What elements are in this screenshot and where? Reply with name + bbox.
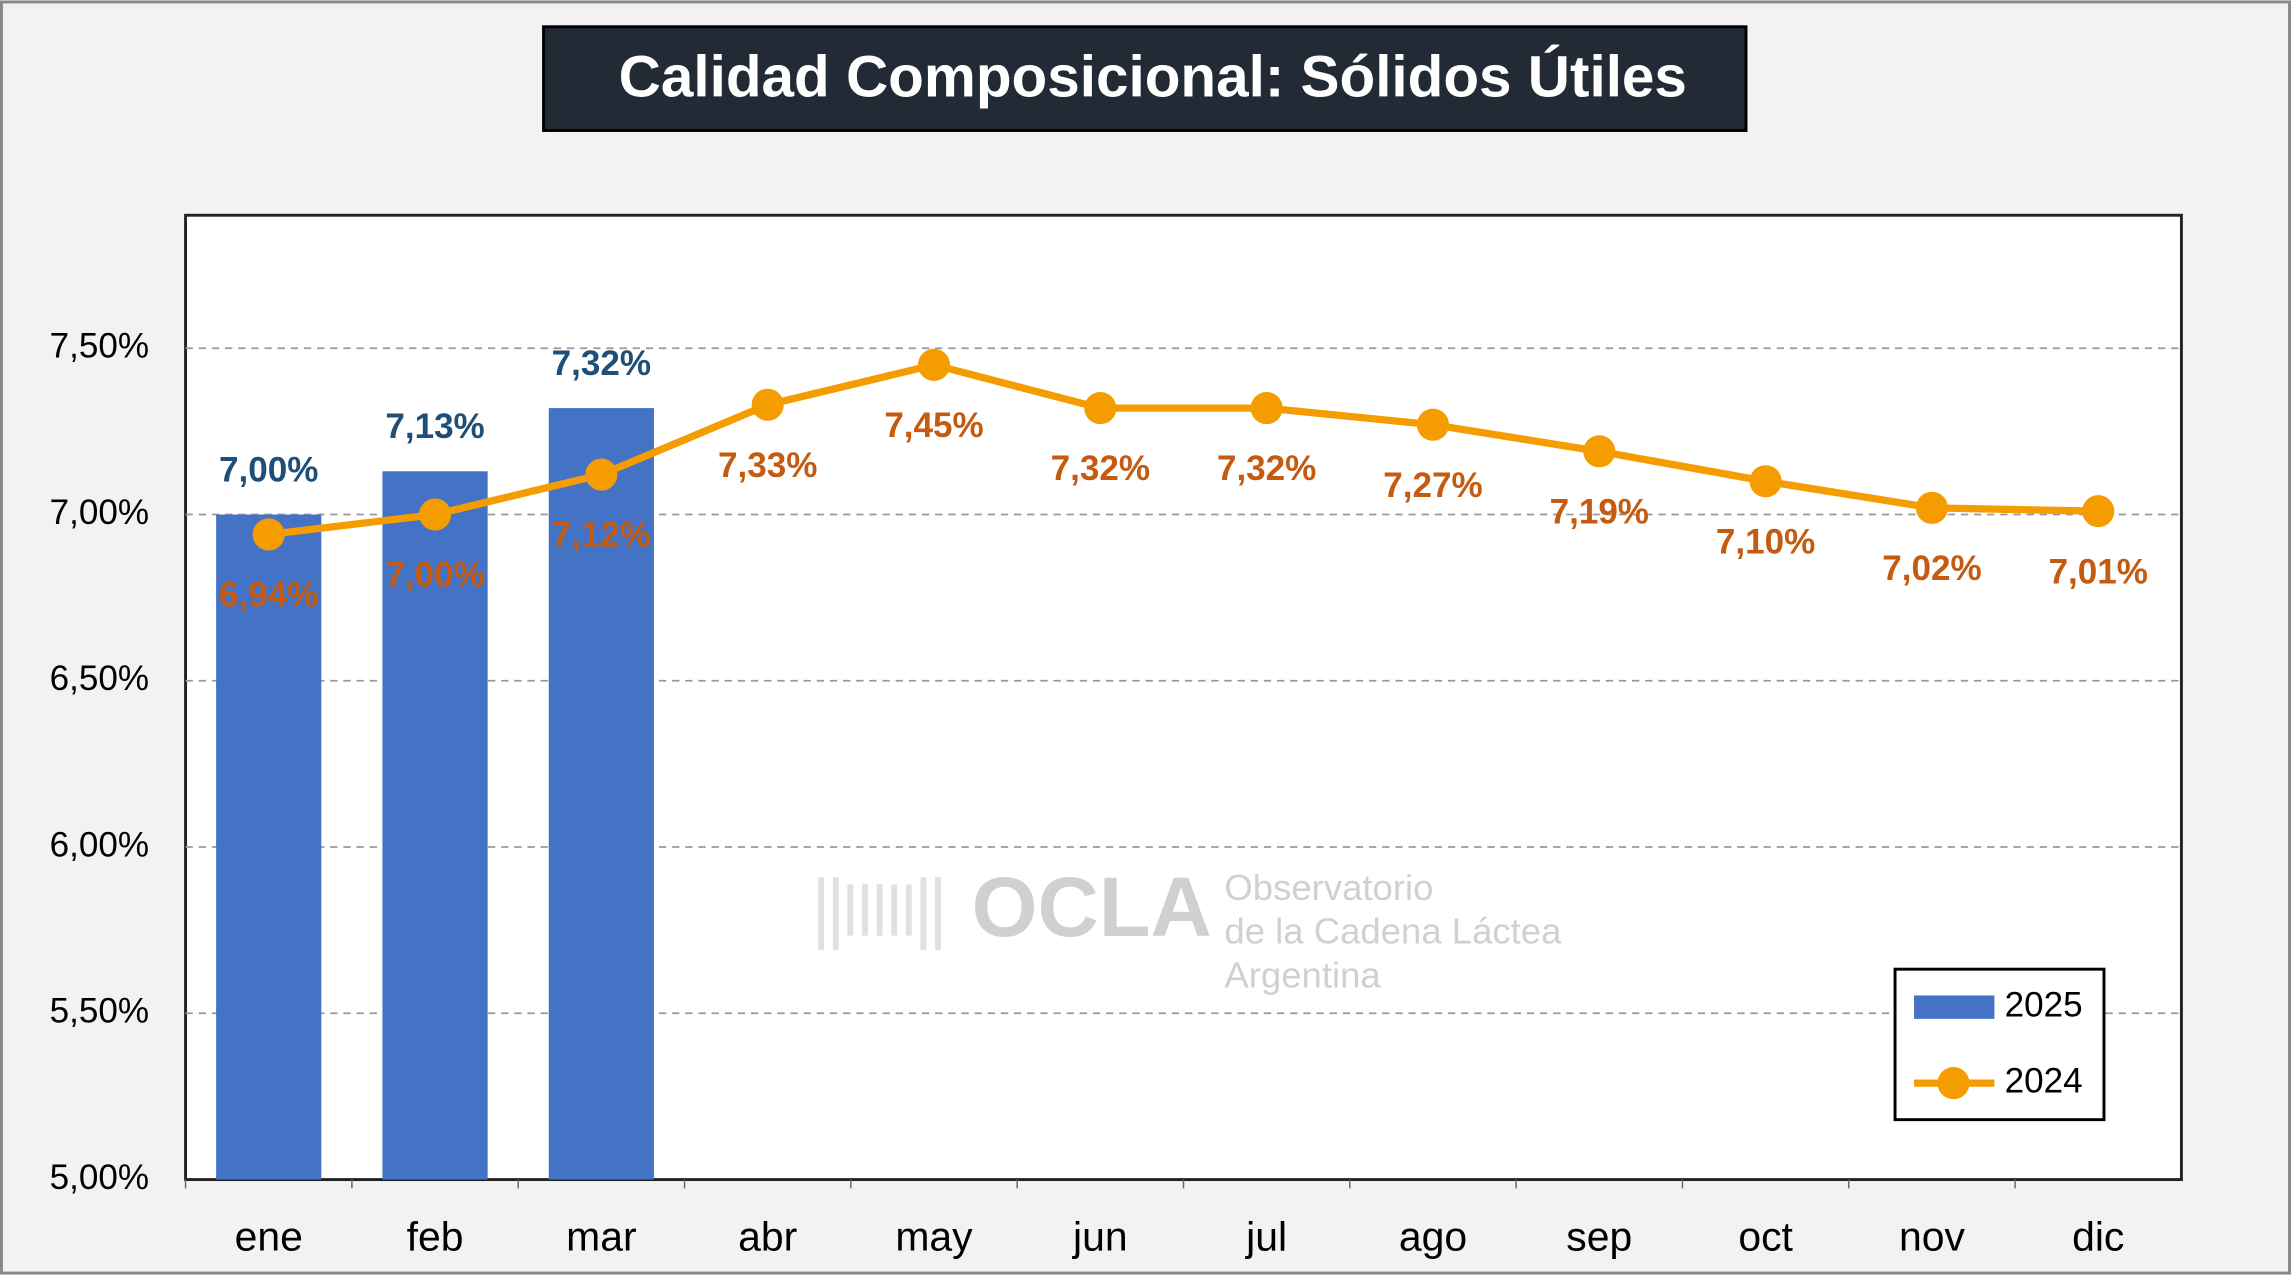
y-tick-label: 5,50% bbox=[50, 992, 149, 1031]
watermark: OCLA Observatorio de la Cadena Láctea Ar… bbox=[818, 859, 1562, 996]
line-point bbox=[418, 498, 452, 531]
bar bbox=[548, 408, 654, 1180]
x-tick-label: feb bbox=[407, 1213, 464, 1259]
x-tick-label: mar bbox=[566, 1213, 636, 1259]
line-value-label: 7,32% bbox=[1051, 449, 1150, 488]
bar bbox=[216, 514, 322, 1180]
line-point bbox=[252, 518, 285, 551]
line-point bbox=[2082, 495, 2115, 528]
x-tick-label: ene bbox=[235, 1213, 303, 1259]
legend-label: 2024 bbox=[2005, 1061, 2083, 1100]
y-tick-label: 7,00% bbox=[50, 493, 149, 532]
line-value-label: 7,32% bbox=[1217, 449, 1316, 488]
bar-value-label: 7,32% bbox=[552, 344, 651, 383]
y-tick-label: 5,00% bbox=[50, 1158, 149, 1197]
legend-label: 2025 bbox=[2005, 985, 2083, 1024]
x-tick-label: ago bbox=[1399, 1213, 1467, 1259]
line bbox=[268, 361, 2099, 539]
legend-box bbox=[1893, 967, 2106, 1122]
line-value-label: 7,45% bbox=[884, 406, 983, 445]
line-value-label: 7,27% bbox=[1383, 466, 1482, 505]
chart-title: Calidad Composicional: Sólidos Útiles bbox=[619, 43, 1687, 109]
watermark-line: Observatorio bbox=[1224, 867, 1433, 908]
x-tick-label: oct bbox=[1738, 1213, 1793, 1259]
line-point bbox=[751, 388, 784, 421]
x-tick-label: sep bbox=[1566, 1213, 1632, 1259]
watermark-line: de la Cadena Láctea bbox=[1224, 911, 1562, 952]
line-point bbox=[917, 348, 951, 381]
watermark-logo bbox=[818, 877, 941, 951]
x-tick-label: jul bbox=[1245, 1213, 1287, 1259]
line-value-label: 7,10% bbox=[1716, 522, 1815, 561]
line-value-label: 7,02% bbox=[1882, 549, 1981, 588]
x-tick-label: may bbox=[895, 1213, 973, 1259]
x-tick-label: abr bbox=[738, 1213, 797, 1259]
legend-swatch bbox=[1937, 1067, 1970, 1100]
watermark-name: OCLA bbox=[972, 859, 1212, 954]
line-point bbox=[1915, 491, 1949, 524]
line-point bbox=[1416, 408, 1450, 441]
line-value-label: 7,00% bbox=[385, 556, 484, 595]
line-point bbox=[1250, 392, 1283, 425]
title-box bbox=[542, 25, 1748, 132]
bar-value-label: 7,00% bbox=[219, 450, 318, 489]
y-tick-label: 6,50% bbox=[50, 659, 149, 698]
x-tick-label: nov bbox=[1899, 1213, 1966, 1259]
line-point bbox=[585, 458, 618, 491]
watermark-line: Argentina bbox=[1224, 955, 1381, 996]
y-tick-label: 7,50% bbox=[50, 327, 149, 366]
line-point bbox=[1749, 465, 1782, 498]
line-value-label: 6,94% bbox=[219, 576, 318, 615]
line-value-label: 7,01% bbox=[2049, 552, 2148, 591]
line-point bbox=[1583, 435, 1616, 468]
legend-swatch bbox=[1914, 995, 1995, 1019]
line-point bbox=[1084, 392, 1117, 425]
line-value-label: 7,33% bbox=[718, 446, 817, 485]
plot-area bbox=[184, 213, 2183, 1182]
y-tick-label: 6,00% bbox=[50, 825, 149, 864]
x-tick-label: jun bbox=[1072, 1213, 1128, 1259]
line-value-label: 7,12% bbox=[552, 516, 651, 555]
line-value-label: 7,19% bbox=[1550, 492, 1649, 531]
x-tick-label: dic bbox=[2072, 1213, 2124, 1259]
bar bbox=[382, 471, 488, 1180]
bar-value-label: 7,13% bbox=[385, 407, 484, 446]
